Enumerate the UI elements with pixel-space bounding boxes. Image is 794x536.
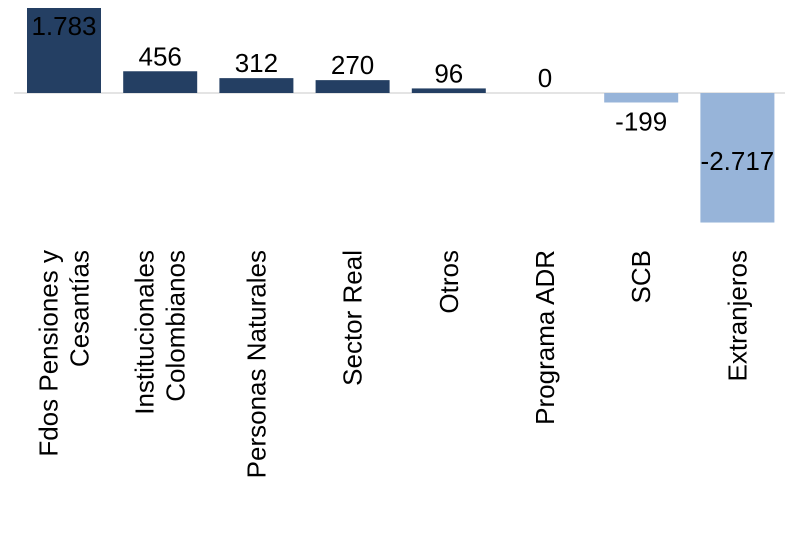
category-label-line: Otros	[434, 250, 464, 314]
data-label: 270	[331, 50, 374, 80]
category-label-line: Personas Naturales	[241, 250, 271, 478]
category-label-line: SCB	[626, 250, 656, 303]
data-label: 96	[434, 58, 463, 88]
category-label: Institucionales Colombianos	[130, 250, 191, 415]
category-label: Otros	[434, 250, 464, 314]
category-label: Fdos Pensiones y Cesantías	[34, 250, 95, 457]
data-label: 0	[538, 63, 552, 93]
data-label: 312	[235, 48, 278, 78]
bar	[219, 78, 294, 93]
category-label: Personas Naturales	[241, 250, 271, 478]
bar	[123, 71, 198, 93]
data-label: -199	[615, 106, 667, 136]
category-label-line: Extranjeros	[722, 250, 752, 382]
data-label: 456	[139, 41, 182, 71]
category-label-line: Colombianos	[161, 250, 191, 402]
bar	[700, 93, 775, 223]
category-label: Programa ADR	[530, 250, 560, 425]
category-label-line: Sector Real	[338, 250, 368, 386]
category-label-line: Programa ADR	[530, 250, 560, 425]
data-label: -2.717	[701, 146, 775, 176]
bar	[411, 88, 486, 93]
data-label: 1.783	[31, 11, 96, 41]
category-label: SCB	[626, 250, 656, 303]
category-label: Extranjeros	[722, 250, 752, 382]
bar	[27, 8, 101, 93]
category-label-line: Fdos Pensiones y	[34, 250, 64, 457]
bar	[315, 80, 390, 93]
bar	[604, 93, 679, 103]
category-label: Sector Real	[338, 250, 368, 386]
category-label-line: Institucionales	[130, 250, 160, 415]
category-label-line: Cesantías	[65, 250, 95, 367]
